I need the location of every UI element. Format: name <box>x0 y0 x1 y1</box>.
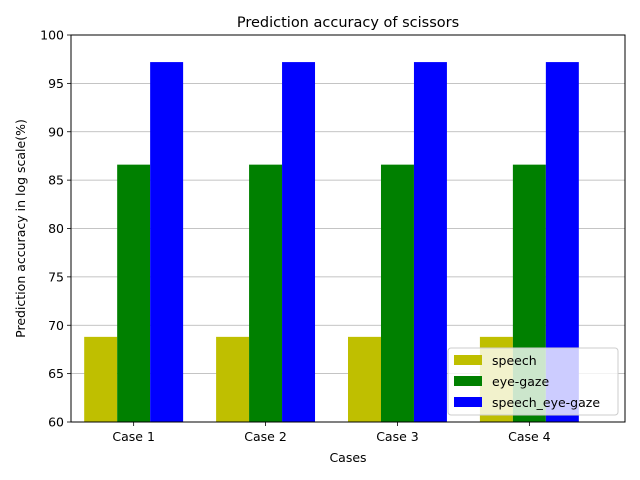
y-tick-label: 70 <box>48 318 64 333</box>
axis-ticks: 60 65 70 75 80 85 90 95 100 Case 1 Case 2 Case 3 Cas… <box>40 28 551 445</box>
bar-speech_eye-gaze-3 <box>413 62 447 423</box>
y-tick-label: 90 <box>48 124 64 139</box>
bar-eye-gaze-1 <box>117 164 151 422</box>
x-tick-label: Case 1 <box>112 429 155 444</box>
y-axis-label: Prediction accuracy in log scale(%) <box>13 119 28 338</box>
y-tick-label: 100 <box>40 28 64 43</box>
legend: speech eye-gaze speech_eye-gaze <box>447 347 619 416</box>
bar-speech_eye-gaze-2 <box>282 62 316 423</box>
y-tick-label: 65 <box>48 366 64 381</box>
legend-swatch-speech_eye-gaze <box>454 397 482 407</box>
y-tick-label: 75 <box>48 269 64 284</box>
bar-speech-2 <box>216 336 250 422</box>
legend-label-speech: speech <box>492 353 537 368</box>
bar-eye-gaze-3 <box>380 164 414 422</box>
y-tick-label: 80 <box>48 221 64 236</box>
y-tick-label: 95 <box>48 76 64 91</box>
legend-label-eye-gaze: eye-gaze <box>492 374 549 389</box>
bar-speech-1 <box>84 336 118 422</box>
x-tick-label: Case 4 <box>508 429 551 444</box>
y-tick-label: 85 <box>48 173 64 188</box>
x-tick-label: Case 3 <box>376 429 419 444</box>
chart-title: Prediction accuracy of scissors <box>237 15 459 31</box>
legend-swatch-speech <box>454 355 482 365</box>
y-tick-label: 60 <box>48 415 64 430</box>
legend-swatch-eye-gaze <box>454 376 482 386</box>
x-axis-label: Cases <box>329 450 366 465</box>
bar-speech_eye-gaze-1 <box>150 62 184 423</box>
legend-label-speech_eye-gaze: speech_eye-gaze <box>492 395 600 410</box>
bar-eye-gaze-2 <box>249 164 283 422</box>
x-tick-label: Case 2 <box>244 429 287 444</box>
legend-box <box>447 347 619 416</box>
bar-speech-3 <box>348 336 381 422</box>
